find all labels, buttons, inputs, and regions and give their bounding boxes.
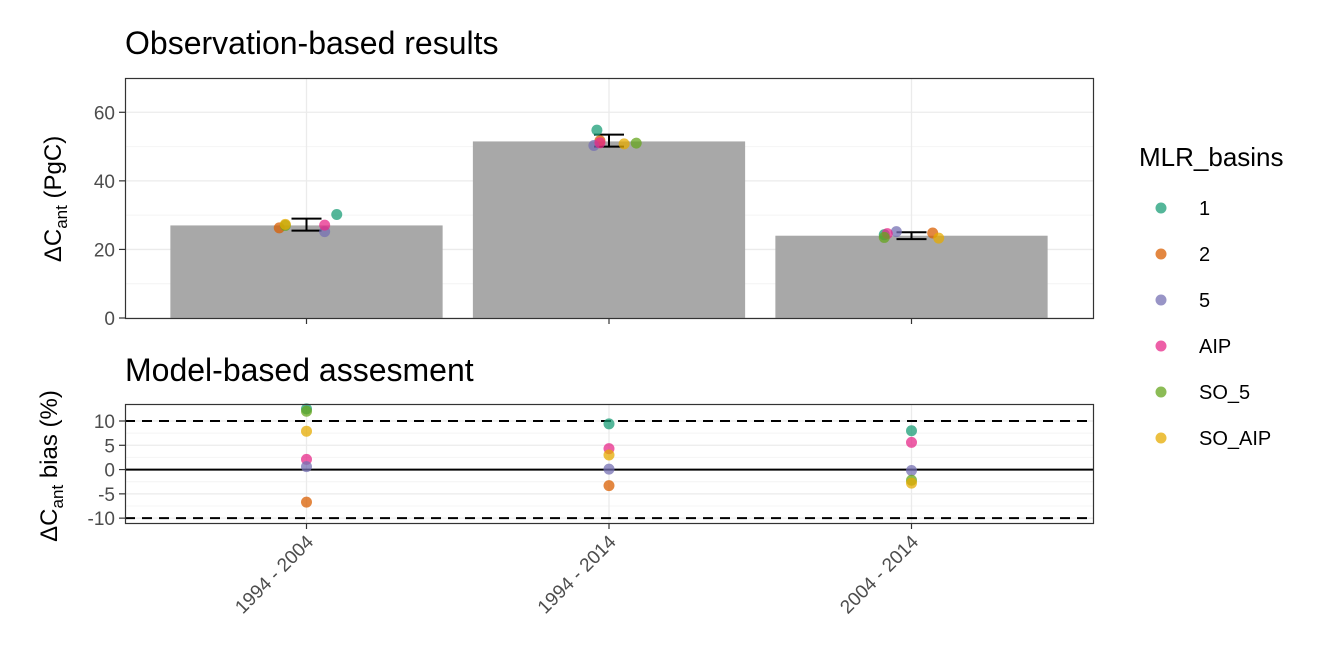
observation-y-ticks: 0 20 40 60 [94, 103, 125, 330]
y-tick-label: -5 [98, 485, 115, 506]
point-so-5 [878, 231, 890, 243]
point-so-aip [301, 425, 312, 437]
observation-y-axis-label: ΔCant (PgC) [40, 136, 71, 262]
observation-bars [170, 141, 1048, 318]
legend-label-so-aip: SO_AIP [1199, 428, 1271, 450]
x-tick-label: 1994 - 2014 [534, 531, 621, 618]
point-so-aip [279, 218, 291, 230]
legend-key-5 [1155, 294, 1167, 306]
bar-2004-2014 [775, 235, 1048, 318]
point-1 [906, 425, 917, 437]
legend-label-5: 5 [1199, 290, 1210, 312]
observation-y-label-tail: (PgC) [40, 136, 67, 205]
point-aip [906, 436, 917, 448]
legend-label-1: 1 [1199, 198, 1210, 220]
y-tick-label: 0 [104, 461, 115, 482]
observation-y-label-main: ΔC [40, 229, 67, 262]
model-points [301, 403, 917, 508]
legend-label-aip: AIP [1199, 336, 1231, 358]
y-tick-label: 10 [94, 412, 115, 433]
bar-1994-2004 [170, 225, 443, 318]
x-tick-label: 2004 - 2014 [836, 531, 923, 618]
y-tick-label: 0 [104, 309, 115, 330]
point-2 [301, 496, 312, 508]
legend-items: 1 2 5 AIP SO_5 SO_AIP [1155, 198, 1271, 450]
point-so-aip [603, 449, 615, 461]
model-panel-title: Model-based assesment [125, 352, 474, 388]
point-2 [603, 480, 615, 492]
point-so-aip [906, 477, 917, 489]
point-1 [331, 208, 343, 220]
model-panel: Model-based assesment -10 -5 0 5 10 1994 - 2… [36, 352, 1095, 618]
model-y-label-sub: ant [48, 485, 67, 509]
point-5 [603, 463, 615, 475]
model-y-axis-label: ΔCant bias (%) [36, 390, 67, 542]
point-aip [319, 219, 331, 231]
point-so-5 [301, 405, 312, 417]
y-tick-label: 5 [104, 436, 115, 457]
point-aip [594, 137, 606, 149]
observation-y-label-sub: ant [52, 205, 71, 229]
point-1 [591, 124, 603, 136]
bar-1994-2014 [472, 141, 746, 318]
point-so-5 [630, 137, 642, 149]
observation-panel: Observation-based results 0 20 40 60 ΔCant … [40, 25, 1095, 330]
observation-panel-title: Observation-based results [125, 25, 499, 61]
model-y-label-tail: bias (%) [36, 390, 63, 485]
legend-key-so-5 [1155, 386, 1167, 398]
point-5 [906, 465, 917, 477]
point-so-aip [933, 232, 945, 244]
point-1 [603, 418, 615, 430]
legend-key-1 [1155, 202, 1167, 214]
observation-x-ticks [305, 318, 913, 324]
model-x-ticks: 1994 - 2004 1994 - 2014 2004 - 2014 [231, 523, 923, 618]
legend: MLR_basins 1 2 5 AIP SO_5 SO_AIP [1139, 142, 1284, 450]
x-tick-label: 1994 - 2004 [231, 531, 318, 618]
legend-key-aip [1155, 340, 1167, 352]
point-so-aip [618, 138, 630, 150]
model-y-ticks: -10 -5 0 5 10 [88, 412, 125, 530]
legend-key-2 [1155, 248, 1167, 260]
legend-key-so-aip [1155, 432, 1167, 444]
point-5 [890, 226, 902, 238]
point-5 [301, 461, 312, 473]
legend-label-2: 2 [1199, 244, 1210, 266]
legend-label-so-5: SO_5 [1199, 382, 1250, 404]
observation-points [273, 124, 945, 244]
y-tick-label: 40 [94, 172, 115, 193]
model-y-label-main: ΔC [36, 508, 63, 541]
legend-title: MLR_basins [1139, 142, 1284, 172]
y-tick-label: 20 [94, 240, 115, 261]
y-tick-label: -10 [88, 509, 115, 530]
y-tick-label: 60 [94, 103, 115, 124]
